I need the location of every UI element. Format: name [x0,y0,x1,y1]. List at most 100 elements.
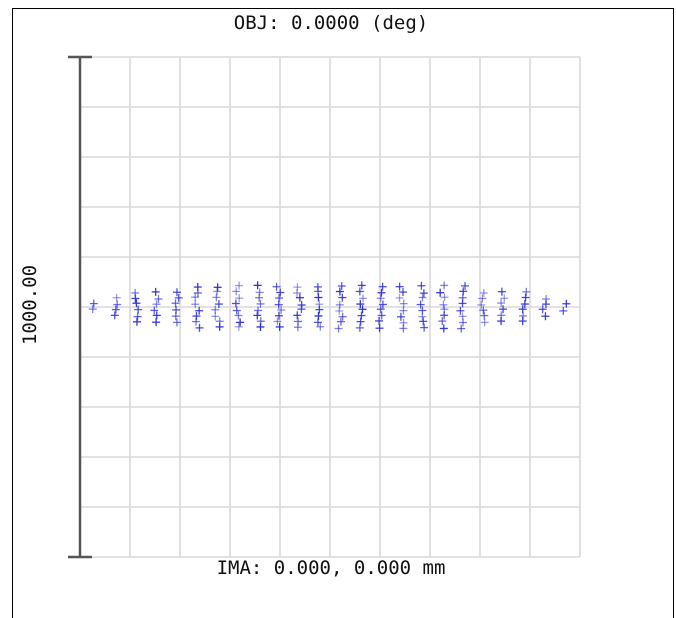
spot-point [497,311,506,320]
spot-point [191,293,200,302]
spot-point [419,289,428,298]
spot-point [519,311,528,320]
spot-point [562,299,571,308]
spot-point [253,281,262,290]
spot-point [461,281,470,290]
spot-point [418,306,427,315]
spot-point [171,299,180,308]
spot-point [479,288,488,297]
spot-point [314,311,323,320]
spot-point [195,323,204,332]
spot-point [295,293,304,302]
spot-point [111,305,120,314]
spot-point [456,306,465,315]
spot-point [355,287,364,296]
spot-point [234,311,243,320]
spot-point [497,299,506,308]
spot-point [337,282,346,291]
spot-point [559,306,568,315]
spot-point [191,300,200,309]
spot-point [480,318,489,327]
spot-point [520,300,529,309]
spot-point [359,294,368,303]
spot-point [236,318,245,327]
spot-point [418,293,427,302]
spot-point [541,312,550,321]
spot-point [211,305,220,314]
spot-point [479,306,488,315]
spot-point [255,288,264,297]
spot-point [357,281,366,290]
spot-point [152,318,161,327]
spot-point [132,299,141,308]
spot-point [459,287,468,296]
spot-point [172,318,181,327]
spot-point [235,294,244,303]
spot-point [275,294,284,303]
spot-point [439,324,448,333]
spot-point [377,311,386,320]
spot-point [356,300,365,309]
spot-point [399,318,408,327]
spot-point [151,287,160,296]
spot-point [440,281,449,290]
spot-point [294,317,303,326]
spot-point [274,300,283,309]
spot-point [358,305,367,314]
spot-point [293,311,302,320]
spot-point [458,312,467,321]
spot-point [273,317,282,326]
spot-point [313,282,322,291]
spot-point [542,295,551,304]
spot-point [356,317,365,326]
spot-point [416,300,425,309]
spot-point [378,300,387,309]
spot-point [338,312,347,321]
spot-point [253,311,262,320]
spot-point [376,294,385,303]
spot-point [457,324,466,333]
spot-point [436,288,445,297]
spot-point [417,281,426,290]
spot-point [293,283,302,292]
spot-point [193,283,202,292]
spot-point [521,293,530,302]
spot-point [232,306,241,315]
spot-point [478,294,487,303]
x-axis-label: IMA: 0.000, 0.000 mm [216,557,446,579]
spot-point [134,305,143,314]
spot-point [338,293,347,302]
spot-point [419,317,428,326]
spot-point [276,288,285,297]
spot-point [110,311,119,320]
chart-title: OBJ: 0.0000 (deg) [233,12,429,34]
spot-point [152,311,161,320]
spot-point [195,306,204,315]
spot-point [375,316,384,325]
spot-point [231,299,240,308]
plot-frame [12,8,674,618]
spot-point [215,317,224,326]
spot-point [378,282,387,291]
spot-point [112,293,121,302]
spot-point [316,322,325,331]
spot-point [256,317,265,326]
spot-point [357,311,366,320]
spot-point [399,299,408,308]
spot-point [334,324,343,333]
spot-point [131,288,140,297]
spot-point [315,305,324,314]
spot-point [154,295,163,304]
spot-point [480,311,489,320]
spot-point [212,293,221,302]
spot-point [152,300,161,309]
spot-point [213,283,222,292]
spot-point [440,305,449,314]
spot-point [420,323,429,332]
spot-point [459,318,468,327]
spot-point [375,324,384,333]
spot-point [89,299,98,308]
spot-point [315,300,324,309]
spot-point [150,306,159,315]
